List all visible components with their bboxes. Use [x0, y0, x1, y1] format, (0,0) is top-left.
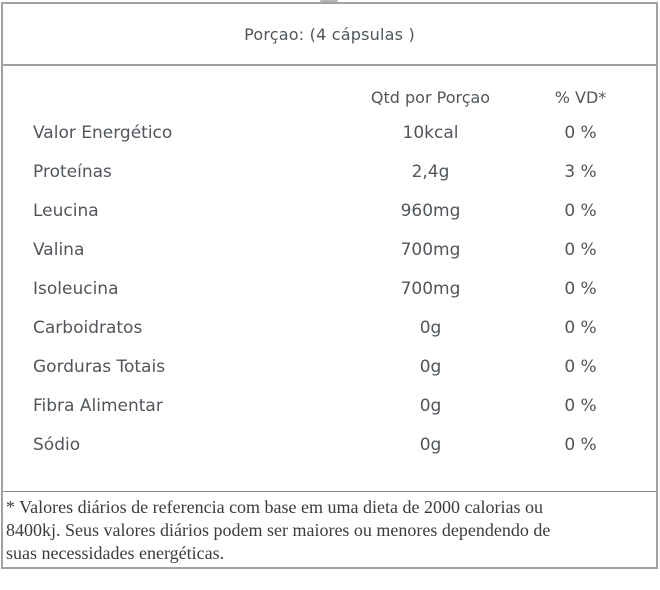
- footnote-line-1: * Valores diários de referencia com base…: [6, 497, 543, 517]
- nutrient-name: Sódio: [33, 434, 81, 455]
- table-row: Carboidratos 0g 0 %: [3, 308, 656, 347]
- table-row: Leucina 960mg 0 %: [3, 191, 656, 230]
- nutrient-name: Carboidratos: [33, 317, 143, 338]
- nutrient-table: Qtd por Porçao % VD* Valor Energético 10…: [3, 66, 656, 492]
- table-row: Proteínas 2,4g 3 %: [3, 152, 656, 191]
- nutrient-quantity: 10kcal: [402, 122, 459, 143]
- serving-size-text: Porçao: (4 cápsulas ): [244, 24, 415, 44]
- nutrient-percent-dv: 0 %: [564, 356, 597, 377]
- nutrient-name: Proteínas: [33, 161, 112, 182]
- daily-values-footnote: * Valores diários de referencia com base…: [3, 492, 656, 567]
- nutrient-percent-dv: 0 %: [564, 200, 597, 221]
- nutrient-quantity: 0g: [419, 395, 442, 416]
- nutrient-quantity: 960mg: [400, 200, 461, 221]
- nutrient-percent-dv: 0 %: [564, 395, 597, 416]
- label-outer-box: Porçao: (4 cápsulas ) Qtd por Porçao % V…: [1, 2, 658, 569]
- footnote-line-2: 8400kj. Seus valores diários podem ser m…: [6, 520, 551, 540]
- serving-size-box: Porçao: (4 cápsulas ): [3, 4, 656, 66]
- nutrient-quantity: 0g: [419, 356, 442, 377]
- nutrient-quantity: 700mg: [400, 278, 461, 299]
- header-percent-dv: % VD*: [554, 87, 607, 107]
- nutrient-percent-dv: 0 %: [564, 317, 597, 338]
- nutrient-name: Fibra Alimentar: [33, 395, 163, 416]
- nutrient-quantity: 700mg: [400, 239, 461, 260]
- nutrient-name: Leucina: [33, 200, 99, 221]
- nutrient-percent-dv: 0 %: [564, 278, 597, 299]
- table-header-row: Qtd por Porçao % VD*: [3, 84, 656, 110]
- nutrient-quantity: 0g: [419, 434, 442, 455]
- nutrient-name: Valina: [33, 239, 85, 260]
- table-rows: Valor Energético 10kcal 0 % Proteínas 2,…: [3, 113, 656, 464]
- nutrient-percent-dv: 0 %: [564, 239, 597, 260]
- nutrient-quantity: 2,4g: [411, 161, 450, 182]
- nutrient-name: Valor Energético: [33, 122, 173, 143]
- nutrient-percent-dv: 0 %: [564, 122, 597, 143]
- table-row: Valina 700mg 0 %: [3, 230, 656, 269]
- table-row: Valor Energético 10kcal 0 %: [3, 113, 656, 152]
- crop-artifact-mark: [320, 0, 338, 3]
- table-row: Isoleucina 700mg 0 %: [3, 269, 656, 308]
- footnote-line-3: suas necessidades energéticas.: [6, 543, 225, 563]
- nutrient-percent-dv: 0 %: [564, 434, 597, 455]
- table-row: Gorduras Totais 0g 0 %: [3, 347, 656, 386]
- header-qty-per-serving: Qtd por Porçao: [370, 87, 491, 107]
- nutrient-name: Gorduras Totais: [33, 356, 166, 377]
- table-row: Fibra Alimentar 0g 0 %: [3, 386, 656, 425]
- nutrient-quantity: 0g: [419, 317, 442, 338]
- nutrient-name: Isoleucina: [33, 278, 119, 299]
- table-row: Sódio 0g 0 %: [3, 425, 656, 464]
- nutrient-percent-dv: 3 %: [564, 161, 597, 182]
